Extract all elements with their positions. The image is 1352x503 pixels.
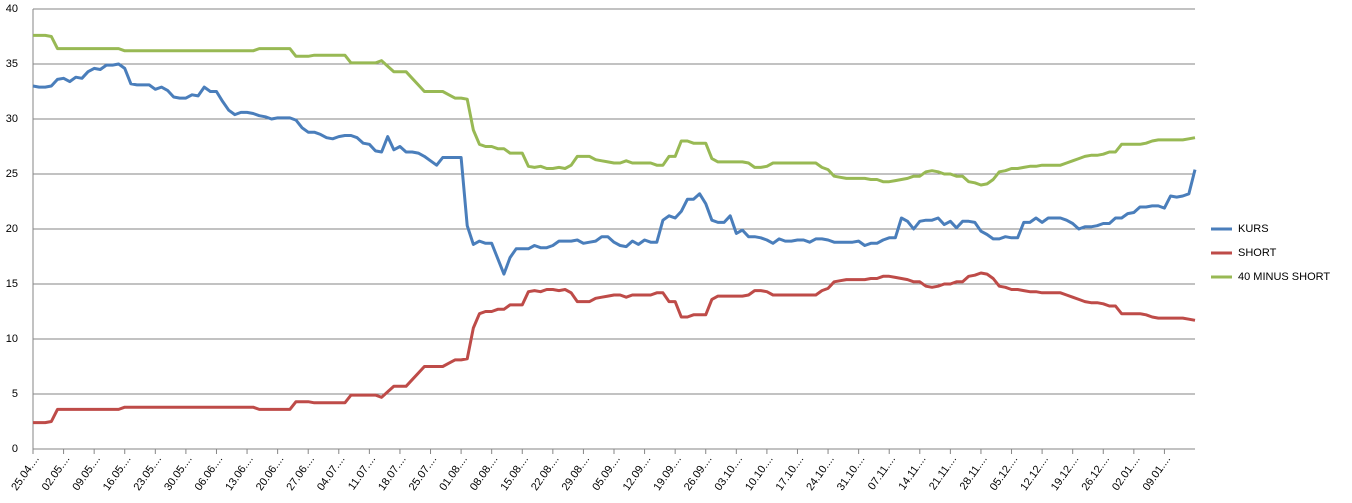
- x-tick-label: 30.05....: [162, 454, 195, 493]
- x-tick-label: 23.05....: [132, 454, 165, 493]
- x-tick-label: 10.10....: [743, 454, 776, 493]
- legend-label: KURS: [1238, 223, 1269, 235]
- y-tick-label: 10: [6, 333, 18, 345]
- x-tick-label: 21.11....: [927, 454, 959, 493]
- y-tick-label: 30: [6, 113, 18, 125]
- x-tick-label: 31.10....: [835, 454, 868, 493]
- x-tick-label: 05.09....: [590, 454, 623, 493]
- x-tick-label: 16.05....: [101, 454, 134, 493]
- y-tick-label: 5: [12, 388, 18, 400]
- x-tick-label: 14.11....: [896, 454, 928, 493]
- legend-label: SHORT: [1238, 247, 1277, 259]
- x-tick-label: 19.09....: [651, 454, 684, 493]
- legend-label: 40 MINUS SHORT: [1238, 271, 1330, 283]
- x-tick-label: 25.07....: [407, 454, 440, 493]
- y-tick-label: 15: [6, 278, 18, 290]
- x-tick-label: 02.05....: [40, 454, 73, 493]
- x-tick-label: 27.06....: [284, 454, 317, 493]
- x-tick-label: 26.12....: [1079, 454, 1112, 493]
- y-tick-label: 40: [6, 3, 18, 15]
- x-tick-label: 29.08....: [560, 454, 593, 493]
- series-line: [33, 33, 1196, 187]
- x-tick-label: 06.06....: [193, 454, 226, 493]
- x-tick-label: 13.06....: [223, 454, 256, 493]
- y-tick-label: 35: [6, 58, 18, 70]
- x-tick-label: 04.07....: [315, 454, 348, 493]
- series-line: [32, 62, 1197, 276]
- x-tick-label: 02.01....: [1110, 454, 1143, 493]
- series-line: [33, 271, 1196, 425]
- x-tick-label: 09.01....: [1141, 454, 1174, 493]
- x-tick-label: 08.08....: [468, 454, 501, 493]
- x-tick-label: 09.05....: [70, 454, 103, 493]
- x-tick-label: 28.11....: [958, 454, 990, 493]
- x-tick-label: 05.12....: [988, 454, 1021, 493]
- x-tick-label: 03.10....: [713, 454, 746, 493]
- x-tick-label: 20.06....: [254, 454, 287, 493]
- x-tick-label: 18.07....: [376, 454, 409, 493]
- x-tick-label: 12.12....: [1018, 454, 1051, 493]
- x-tick-label: 22.08....: [529, 454, 562, 493]
- x-tick-label: 12.09....: [621, 454, 654, 493]
- x-tick-label: 24.10....: [804, 454, 837, 493]
- y-tick-label: 20: [6, 223, 18, 235]
- x-tick-label: 25.04....: [9, 454, 42, 493]
- x-tick-label: 15.08....: [498, 454, 531, 493]
- x-tick-label: 26.09....: [682, 454, 715, 493]
- y-tick-label: 0: [12, 443, 18, 455]
- x-tick-label: 07.11....: [866, 454, 898, 493]
- x-tick-label: 01.08....: [437, 454, 470, 493]
- y-tick-label: 25: [6, 168, 18, 180]
- x-tick-label: 19.12....: [1049, 454, 1082, 493]
- x-tick-label: 11.07....: [346, 454, 378, 493]
- x-tick-label: 17.10....: [774, 454, 807, 493]
